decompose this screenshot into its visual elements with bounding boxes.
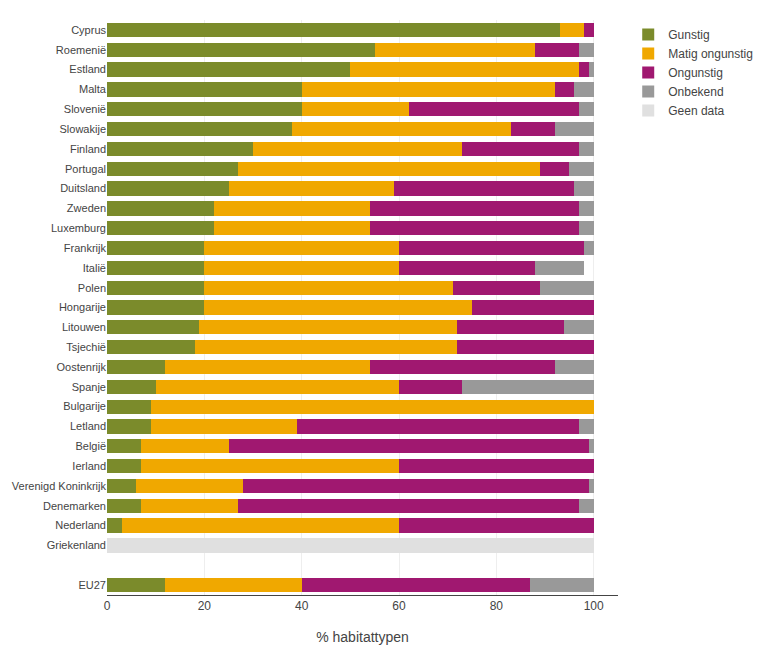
svg-text:100: 100 <box>584 599 604 613</box>
svg-text:Roemenië: Roemenië <box>56 44 106 56</box>
svg-text:Litouwen: Litouwen <box>62 321 106 333</box>
svg-text:40: 40 <box>295 599 309 613</box>
svg-text:Tsjechië: Tsjechië <box>66 341 106 353</box>
svg-text:Zweden: Zweden <box>67 202 106 214</box>
svg-text:Oostenrijk: Oostenrijk <box>56 361 106 373</box>
svg-text:Matig ongunstig: Matig ongunstig <box>668 47 753 61</box>
svg-text:Malta: Malta <box>79 83 107 95</box>
svg-text:Finland: Finland <box>70 143 106 155</box>
svg-text:Slovenië: Slovenië <box>64 103 106 115</box>
svg-text:Denemarken: Denemarken <box>43 500 106 512</box>
svg-text:Ongunstig: Ongunstig <box>668 66 723 80</box>
svg-text:Polen: Polen <box>78 282 106 294</box>
svg-text:Slowakije: Slowakije <box>60 123 106 135</box>
svg-text:Estland: Estland <box>69 63 106 75</box>
svg-text:60: 60 <box>392 599 406 613</box>
svg-text:Nederland: Nederland <box>55 519 106 531</box>
svg-text:Letland: Letland <box>70 420 106 432</box>
svg-text:Ierland: Ierland <box>72 460 106 472</box>
svg-text:Geen data: Geen data <box>668 104 724 118</box>
svg-text:Duitsland: Duitsland <box>60 182 106 194</box>
svg-text:Verenigd Koninkrijk: Verenigd Koninkrijk <box>12 480 107 492</box>
svg-text:Luxemburg: Luxemburg <box>51 222 106 234</box>
svg-text:Italië: Italië <box>83 262 106 274</box>
svg-text:Gunstig: Gunstig <box>668 28 709 42</box>
svg-text:Onbekend: Onbekend <box>668 85 723 99</box>
svg-text:Bulgarije: Bulgarije <box>63 400 106 412</box>
svg-text:20: 20 <box>198 599 212 613</box>
svg-text:Cyprus: Cyprus <box>71 24 106 36</box>
svg-text:% habitattypen: % habitattypen <box>316 629 409 645</box>
svg-text:Hongarije: Hongarije <box>59 301 106 313</box>
svg-text:0: 0 <box>104 599 111 613</box>
svg-text:Frankrijk: Frankrijk <box>64 242 107 254</box>
svg-text:Portugal: Portugal <box>65 163 106 175</box>
svg-text:Griekenland: Griekenland <box>47 539 106 551</box>
svg-text:België: België <box>75 440 106 452</box>
svg-text:Spanje: Spanje <box>72 381 106 393</box>
svg-text:80: 80 <box>490 599 504 613</box>
svg-text:EU27: EU27 <box>78 579 106 591</box>
